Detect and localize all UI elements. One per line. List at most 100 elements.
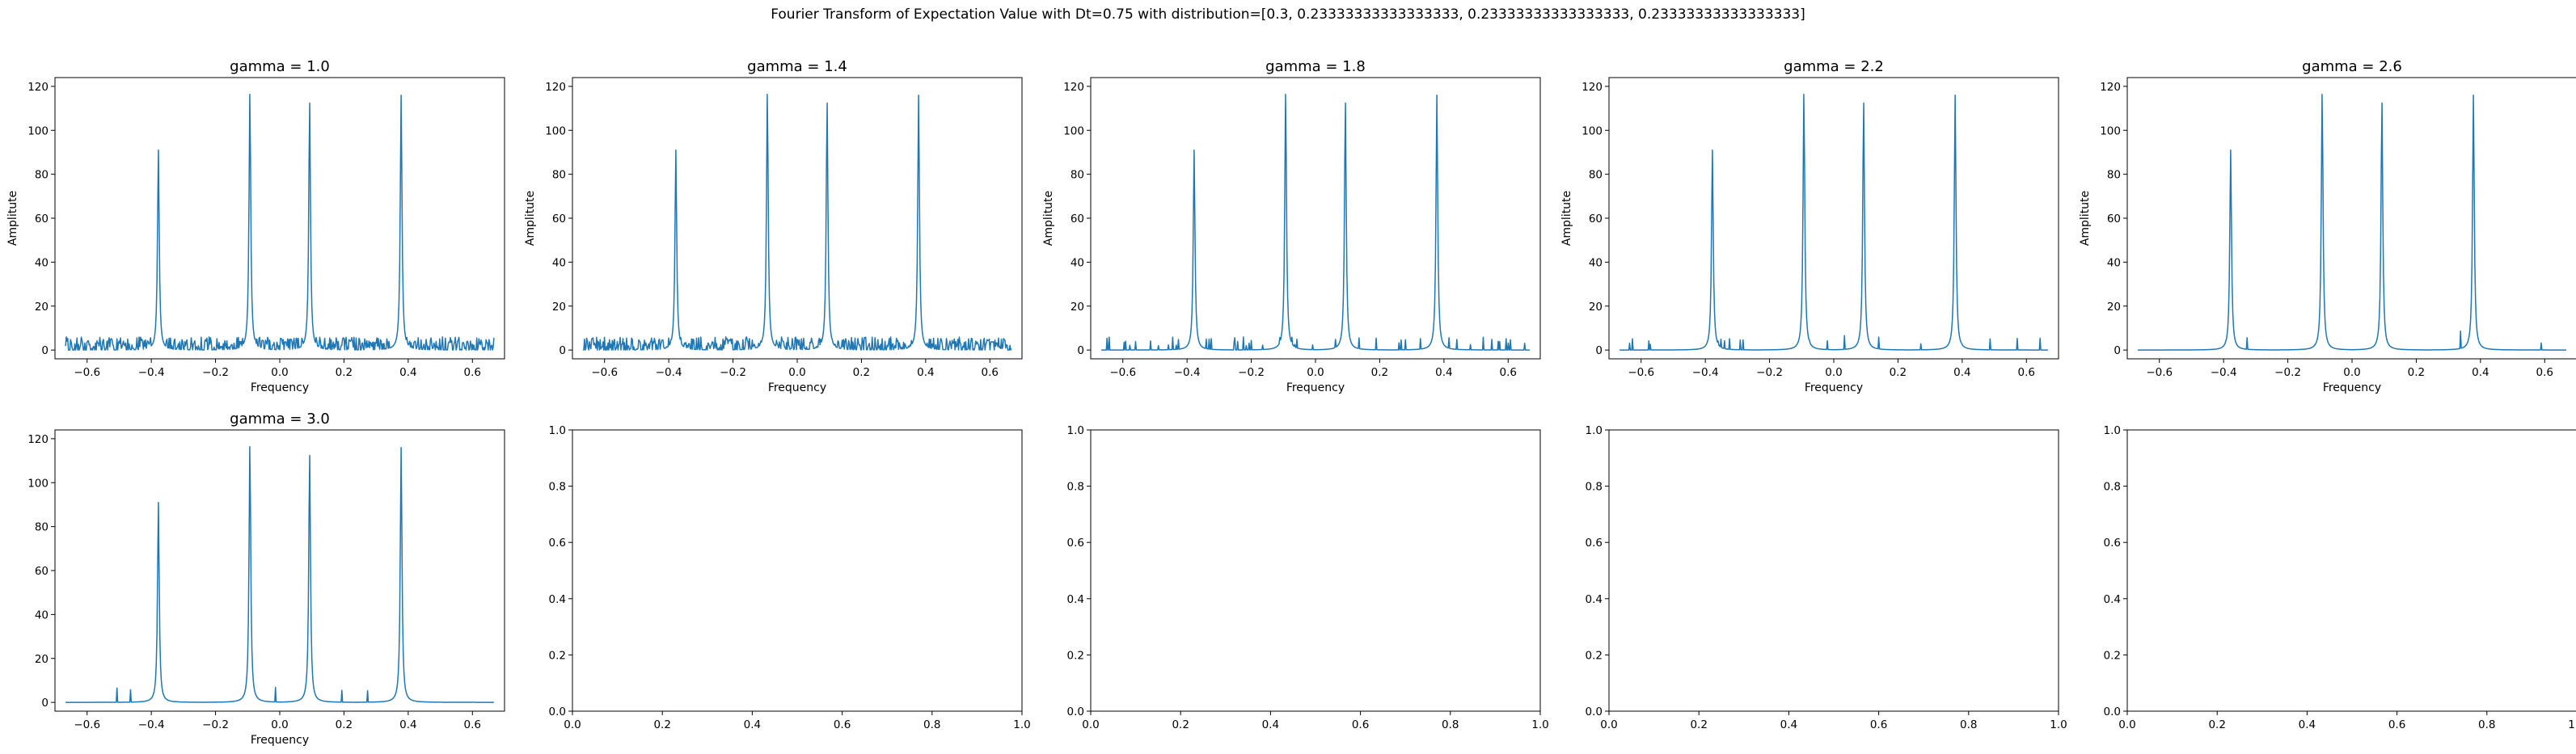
x-tick-label: −0.4 bbox=[656, 366, 682, 379]
y-tick-label: 60 bbox=[35, 565, 49, 578]
y-tick-label: 100 bbox=[1581, 124, 1603, 137]
y-tick-label: 0.2 bbox=[549, 649, 566, 662]
subplot-8: 0.0 0.2 0.4 0.6 0.8 1.0 0.0 0.2 0.4 0.6 0.8 1.0 bbox=[1067, 424, 1549, 731]
x-tick-label: 0.0 bbox=[2118, 718, 2135, 731]
y-tick-label: 0.4 bbox=[1586, 593, 1603, 606]
y-tick-label: 120 bbox=[1581, 81, 1603, 94]
y-tick-label: 20 bbox=[1589, 301, 1603, 314]
y-tick-label: 120 bbox=[27, 433, 49, 446]
y-tick-label: 0.8 bbox=[549, 481, 566, 494]
y-tick-label: 100 bbox=[27, 124, 49, 137]
axes-frame bbox=[572, 429, 1023, 712]
y-tick-label: 80 bbox=[552, 169, 566, 182]
y-tick-label: 0.4 bbox=[2104, 593, 2121, 606]
y-tick-label: 80 bbox=[35, 521, 49, 534]
y-tick-label: 40 bbox=[552, 256, 566, 269]
x-tick-label: −0.6 bbox=[2146, 366, 2173, 379]
y-tick-label: 0 bbox=[2114, 344, 2121, 357]
y-tick-label: 120 bbox=[27, 81, 49, 94]
x-tick-label: −0.2 bbox=[2274, 366, 2301, 379]
x-tick-label: 0.4 bbox=[1262, 718, 1279, 731]
y-tick-label: 40 bbox=[2107, 256, 2121, 269]
y-tick-label: 20 bbox=[552, 301, 566, 314]
subplot-title: gamma = 1.4 bbox=[747, 58, 847, 75]
y-tick-label: 80 bbox=[1589, 169, 1603, 182]
x-tick-label: 0.2 bbox=[336, 366, 353, 379]
y-axis-label: Amplitute bbox=[524, 191, 537, 246]
y-tick-label: 0.8 bbox=[1586, 481, 1603, 494]
y-tick-label: 20 bbox=[1071, 301, 1084, 314]
y-tick-label: 20 bbox=[35, 301, 49, 314]
y-tick-label: 20 bbox=[2107, 301, 2121, 314]
x-tick-label: 1.0 bbox=[1531, 718, 1548, 731]
x-tick-label: 0.6 bbox=[2536, 366, 2553, 379]
subplot-2: −0.6 −0.4 −0.2 0.0 0.2 0.4 0.6 0 20 40 60 80 100 120 g… bbox=[524, 58, 1023, 394]
axes-frame bbox=[1608, 429, 2059, 712]
subplot-9: 0.0 0.2 0.4 0.6 0.8 1.0 0.0 0.2 0.4 0.6 0.8 1.0 bbox=[1586, 424, 2067, 731]
x-tick-label: 0.0 bbox=[1825, 366, 1842, 379]
subplot-10: 0.0 0.2 0.4 0.6 0.8 1.0 0.0 0.2 0.4 0.6 0.8 1.0 bbox=[2104, 424, 2576, 731]
y-tick-label: 0.0 bbox=[2104, 706, 2121, 718]
x-tick-label: 0.6 bbox=[464, 718, 481, 731]
subplot-title: gamma = 2.6 bbox=[2302, 58, 2402, 75]
x-tick-label: 0.4 bbox=[399, 718, 416, 731]
y-tick-label: 80 bbox=[35, 169, 49, 182]
x-axis-label: Frequency bbox=[1805, 381, 1863, 394]
x-tick-label: −0.6 bbox=[74, 366, 100, 379]
x-tick-label: −0.4 bbox=[1174, 366, 1201, 379]
y-tick-label: 0.2 bbox=[1586, 649, 1603, 662]
y-tick-label: 100 bbox=[1063, 124, 1084, 137]
y-tick-label: 0 bbox=[41, 697, 49, 710]
y-tick-label: 60 bbox=[35, 213, 49, 225]
series-line-1 bbox=[65, 446, 494, 703]
y-tick-label: 0.4 bbox=[1067, 593, 1084, 606]
y-tick-label: 40 bbox=[35, 609, 49, 621]
y-tick-label: 100 bbox=[27, 477, 49, 490]
x-tick-label: 0.8 bbox=[1442, 718, 1459, 731]
y-tick-label: 120 bbox=[545, 81, 566, 94]
y-tick-label: 120 bbox=[1063, 81, 1084, 94]
y-tick-label: 60 bbox=[1071, 213, 1084, 225]
x-tick-label: 0.4 bbox=[1953, 366, 1970, 379]
y-tick-label: 0 bbox=[1595, 344, 1603, 357]
x-tick-label: 0.0 bbox=[1600, 718, 1617, 731]
y-tick-label: 20 bbox=[35, 653, 49, 666]
x-axis-label: Frequency bbox=[1286, 381, 1345, 394]
x-tick-label: 0.2 bbox=[1371, 366, 1388, 379]
y-tick-label: 0.8 bbox=[1067, 481, 1084, 494]
x-tick-label: 0.8 bbox=[923, 718, 940, 731]
x-tick-label: 0.6 bbox=[1500, 366, 1517, 379]
subplot-title: gamma = 1.0 bbox=[230, 58, 330, 75]
y-tick-label: 1.0 bbox=[2104, 424, 2121, 437]
y-tick-label: 0.4 bbox=[549, 593, 566, 606]
y-tick-label: 1.0 bbox=[549, 424, 566, 437]
x-tick-label: −0.2 bbox=[202, 366, 229, 379]
y-axis-label: Amplitute bbox=[6, 191, 19, 246]
x-tick-label: 0.8 bbox=[1960, 718, 1977, 731]
axes-frame bbox=[54, 429, 505, 712]
y-axis-label: Amplitute bbox=[1560, 191, 1573, 246]
x-tick-label: 0.2 bbox=[853, 366, 870, 379]
x-tick-label: 1.0 bbox=[1013, 718, 1030, 731]
y-tick-label: 60 bbox=[552, 213, 566, 225]
y-tick-label: 0.6 bbox=[2104, 537, 2121, 550]
figure-suptitle: Fourier Transform of Expectation Value w… bbox=[771, 6, 1805, 23]
y-tick-label: 120 bbox=[2100, 81, 2121, 94]
x-tick-label: 0.6 bbox=[2018, 366, 2035, 379]
y-tick-label: 0.6 bbox=[1067, 537, 1084, 550]
subplot-title: gamma = 1.8 bbox=[1265, 58, 1366, 75]
series-line-1 bbox=[1101, 94, 1530, 351]
x-tick-label: 0.6 bbox=[2388, 718, 2405, 731]
x-tick-label: −0.2 bbox=[1238, 366, 1265, 379]
axes-frame bbox=[2126, 77, 2576, 360]
x-tick-label: 1.0 bbox=[2568, 718, 2576, 731]
x-tick-label: 0.2 bbox=[1172, 718, 1189, 731]
x-tick-label: 0.4 bbox=[744, 718, 761, 731]
x-tick-label: 0.2 bbox=[2208, 718, 2225, 731]
y-tick-label: 100 bbox=[2100, 124, 2121, 137]
y-tick-label: 0.0 bbox=[1067, 706, 1084, 718]
x-tick-label: −0.6 bbox=[1628, 366, 1654, 379]
x-tick-label: −0.4 bbox=[2211, 366, 2237, 379]
x-tick-label: −0.6 bbox=[74, 718, 100, 731]
